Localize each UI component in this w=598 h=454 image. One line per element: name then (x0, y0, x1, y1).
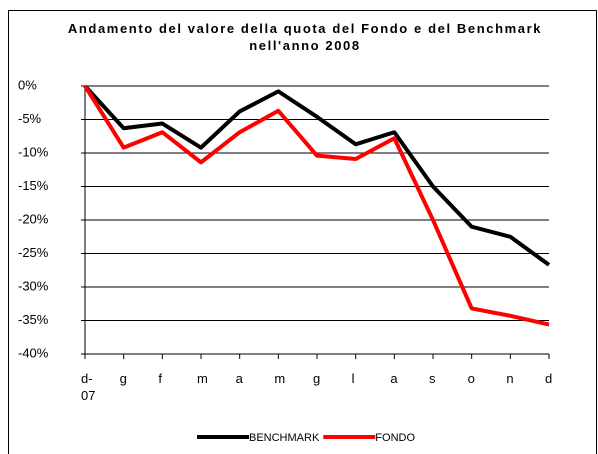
x-tick-label: g (313, 371, 321, 386)
x-tick-label: s (429, 371, 436, 386)
y-tick-label: -40% (18, 345, 49, 360)
x-tick-label: m (274, 371, 286, 386)
x-tick-label: d-07 (81, 371, 96, 403)
chart-border (8, 10, 597, 454)
legend-label: BENCHMARK (249, 432, 320, 444)
x-tick-label: a (390, 371, 398, 386)
x-tick-label: n (506, 371, 514, 386)
series-line (83, 84, 551, 267)
y-tick-label: -5% (18, 111, 42, 126)
x-tick-label: a (235, 371, 243, 386)
x-tick-label: g (119, 371, 127, 386)
x-tick-label: l (351, 371, 355, 386)
x-tick-label: d (545, 371, 553, 386)
y-tick-label: -35% (18, 312, 49, 327)
y-tick-label: -20% (18, 211, 49, 226)
y-tick-label: 0% (18, 77, 37, 92)
x-tick-label: o (467, 371, 475, 386)
y-tick-label: -10% (18, 144, 49, 159)
chart-title: Andamento del valore della quota del Fon… (67, 21, 543, 53)
series-line (83, 84, 550, 327)
x-tick-label: m (197, 371, 208, 386)
legend-label: FONDO (375, 432, 415, 444)
y-tick-label: -30% (18, 278, 49, 293)
y-tick-label: -25% (18, 245, 49, 260)
x-tick-label: f (158, 371, 162, 386)
y-tick-label: -15% (18, 178, 49, 193)
